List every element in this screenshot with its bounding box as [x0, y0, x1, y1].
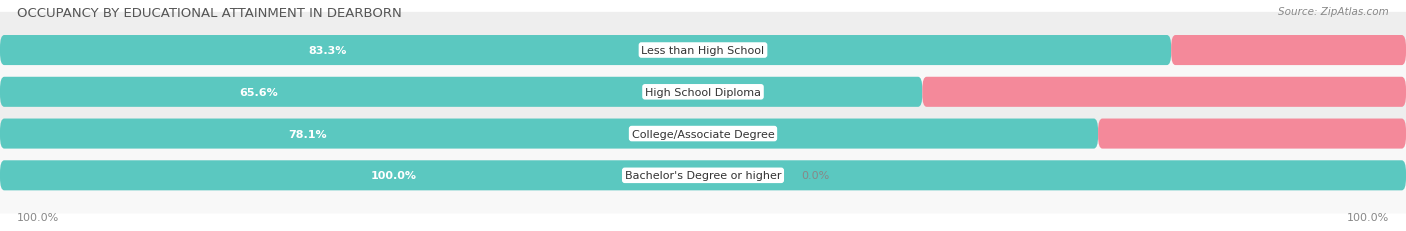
Text: College/Associate Degree: College/Associate Degree — [631, 129, 775, 139]
FancyBboxPatch shape — [0, 119, 1098, 149]
Text: 100.0%: 100.0% — [17, 212, 59, 222]
FancyBboxPatch shape — [0, 137, 1406, 215]
FancyBboxPatch shape — [1098, 119, 1406, 149]
FancyBboxPatch shape — [0, 95, 1406, 173]
Text: 0.0%: 0.0% — [801, 170, 830, 181]
FancyBboxPatch shape — [0, 12, 1406, 90]
FancyBboxPatch shape — [0, 53, 1406, 131]
Text: Source: ZipAtlas.com: Source: ZipAtlas.com — [1278, 7, 1389, 17]
FancyBboxPatch shape — [922, 77, 1406, 107]
FancyBboxPatch shape — [1171, 36, 1406, 66]
Text: High School Diploma: High School Diploma — [645, 87, 761, 97]
FancyBboxPatch shape — [0, 36, 1171, 66]
Text: Less than High School: Less than High School — [641, 46, 765, 56]
Text: 78.1%: 78.1% — [288, 129, 326, 139]
Text: 100.0%: 100.0% — [1347, 212, 1389, 222]
Text: OCCUPANCY BY EDUCATIONAL ATTAINMENT IN DEARBORN: OCCUPANCY BY EDUCATIONAL ATTAINMENT IN D… — [17, 7, 402, 20]
FancyBboxPatch shape — [0, 161, 1406, 191]
Text: 100.0%: 100.0% — [371, 170, 416, 181]
Text: 83.3%: 83.3% — [309, 46, 347, 56]
FancyBboxPatch shape — [0, 77, 922, 107]
Text: Bachelor's Degree or higher: Bachelor's Degree or higher — [624, 170, 782, 181]
Text: 65.6%: 65.6% — [239, 87, 277, 97]
